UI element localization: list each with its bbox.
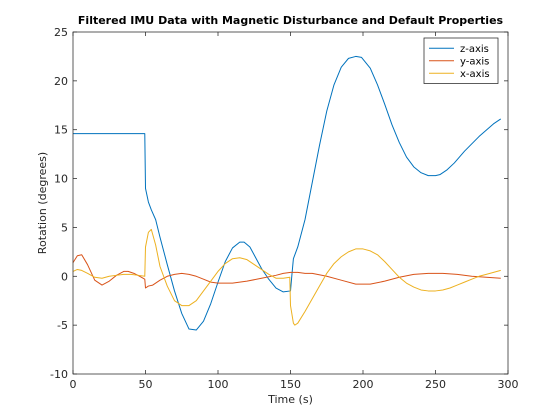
y-tick-label: 25: [54, 26, 68, 39]
x-tick-label: 0: [70, 378, 77, 391]
y-tick-label: 10: [54, 173, 68, 186]
y-tick-label: 5: [61, 221, 68, 234]
y-axis-title: Rotation (degrees): [36, 152, 49, 254]
series-line-1: [72, 254, 501, 289]
legend-label-2: x-axis: [460, 69, 490, 80]
x-tick-label: 50: [139, 378, 153, 391]
series-layer: [72, 55, 502, 331]
tick-layer: 0 50 100 150 200 250 300 -10 -5 0 5 10 15 20 25: [50, 26, 518, 391]
x-tick-label: 300: [498, 378, 519, 391]
plot-area: [73, 32, 508, 374]
y-tick-label: -5: [57, 319, 68, 332]
x-tick-label: 200: [353, 378, 374, 391]
x-axis-title: Time (s): [267, 393, 313, 406]
y-tick-label: 15: [54, 124, 68, 137]
x-tick-label: 250: [425, 378, 446, 391]
legend-label-1: y-axis: [460, 56, 489, 67]
legend-label-0: z-axis: [460, 44, 489, 55]
chart-title: Filtered IMU Data with Magnetic Disturba…: [78, 14, 504, 27]
y-tick-label: 0: [61, 270, 68, 283]
x-tick-label: 100: [208, 378, 229, 391]
x-tick-label: 150: [280, 378, 301, 391]
series-line-2: [72, 228, 501, 326]
y-tick-label: -10: [50, 368, 68, 381]
y-tick-label: 20: [54, 75, 68, 88]
